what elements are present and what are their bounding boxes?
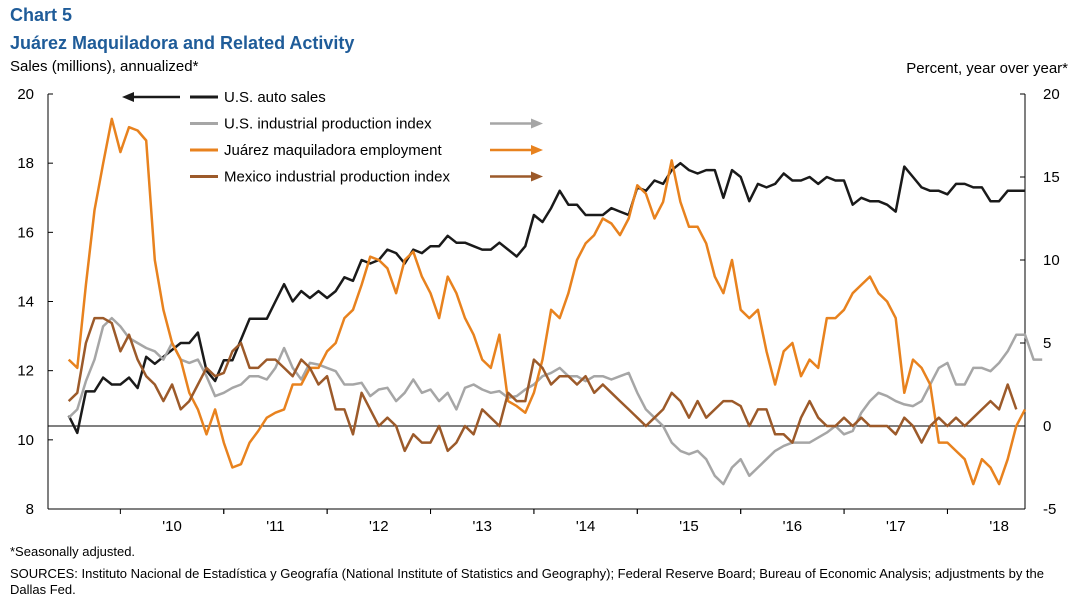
x-tick-label: '14: [576, 518, 596, 535]
right-tick-label: 5: [1043, 335, 1051, 352]
x-tick-label: '10: [162, 518, 182, 535]
left-tick-label: 14: [17, 294, 34, 311]
legend-label: U.S. auto sales: [224, 89, 326, 106]
series-line-ju-rez-maquiladora-employment: [67, 117, 1027, 486]
sources-note: SOURCES: Instituto Nacional de Estadísti…: [10, 566, 1045, 597]
x-tick-label: '17: [886, 518, 906, 535]
x-tick-label: '11: [266, 518, 284, 535]
series-line-u-s-industrial-production-index: [67, 316, 1043, 486]
left-tick-label: 10: [17, 432, 34, 449]
left-tick-label: 20: [17, 86, 34, 103]
right-tick-label: 10: [1043, 252, 1060, 269]
right-axis-label: Percent, year over year*: [906, 60, 1068, 77]
right-tick-label: 15: [1043, 169, 1060, 186]
series-line-u-s-auto-sales: [67, 161, 1025, 435]
x-tick-label: '12: [369, 518, 389, 535]
series-line-mexico-industrial-production-index: [67, 316, 1018, 453]
right-tick-label: 20: [1043, 86, 1060, 103]
left-tick-label: 18: [17, 155, 34, 172]
x-tick-label: '16: [783, 518, 803, 535]
x-tick-label: '13: [472, 518, 492, 535]
right-tick-label: 0: [1043, 418, 1051, 435]
right-arrow-icon: [531, 145, 543, 155]
right-arrow-icon: [531, 118, 543, 129]
x-tick-label: '18: [989, 518, 1009, 535]
left-arrow-icon: [122, 92, 134, 102]
right-arrow-icon: [531, 171, 543, 182]
legend-label: Mexico industrial production index: [224, 169, 450, 186]
footnote: *Seasonally adjusted.: [10, 544, 136, 559]
x-tick-label: '15: [679, 518, 699, 535]
right-tick-label: -5: [1043, 501, 1056, 518]
chart-number: Chart 5: [10, 5, 73, 25]
left-tick-label: 8: [26, 501, 34, 518]
legend-label: Juárez maquiladora employment: [224, 142, 442, 159]
left-tick-label: 12: [17, 363, 34, 380]
legend-label: U.S. industrial production index: [224, 116, 432, 133]
left-tick-label: 16: [17, 224, 34, 241]
chart-title: Juárez Maquiladora and Related Activity: [10, 33, 355, 53]
left-axis-label: Sales (millions), annualized*: [10, 58, 199, 75]
